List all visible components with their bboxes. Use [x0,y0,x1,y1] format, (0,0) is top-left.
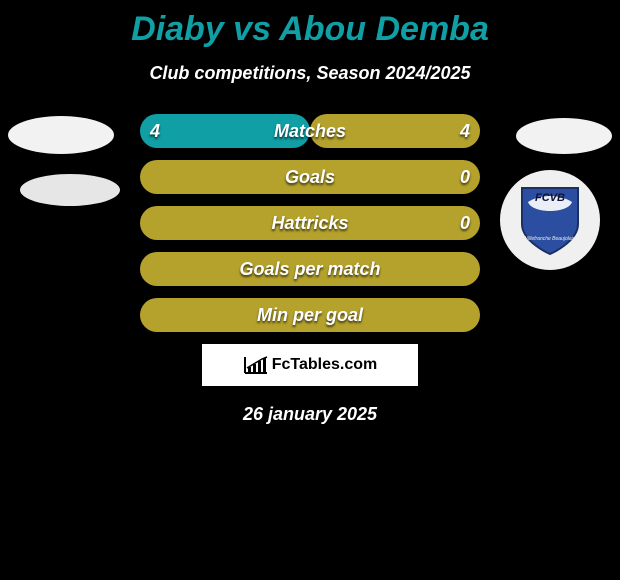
stat-label: Hattricks [140,206,480,240]
stat-label: Goals [140,160,480,194]
stat-row: Goals per match [0,252,620,286]
stat-row: Min per goal [0,298,620,332]
stat-value-left: 4 [150,114,160,148]
footer-brand-box: FcTables.com [202,344,418,386]
stat-value-right: 0 [460,160,470,194]
stat-row: Hattricks0 [0,206,620,240]
stat-row: Goals0 [0,160,620,194]
stat-value-right: 4 [460,114,470,148]
stat-value-right: 0 [460,206,470,240]
stat-label: Matches [140,114,480,148]
page-title: Diaby vs Abou Demba [0,10,620,49]
stat-label: Goals per match [140,252,480,286]
footer-brand-text: FcTables.com [272,356,378,374]
subtitle: Club competitions, Season 2024/2025 [0,63,620,84]
chart-icon [243,355,269,375]
stats-container: Matches44Goals0Hattricks0Goals per match… [0,114,620,332]
date-text: 26 january 2025 [0,404,620,425]
stat-label: Min per goal [140,298,480,332]
stat-row: Matches4 4 [0,114,620,148]
